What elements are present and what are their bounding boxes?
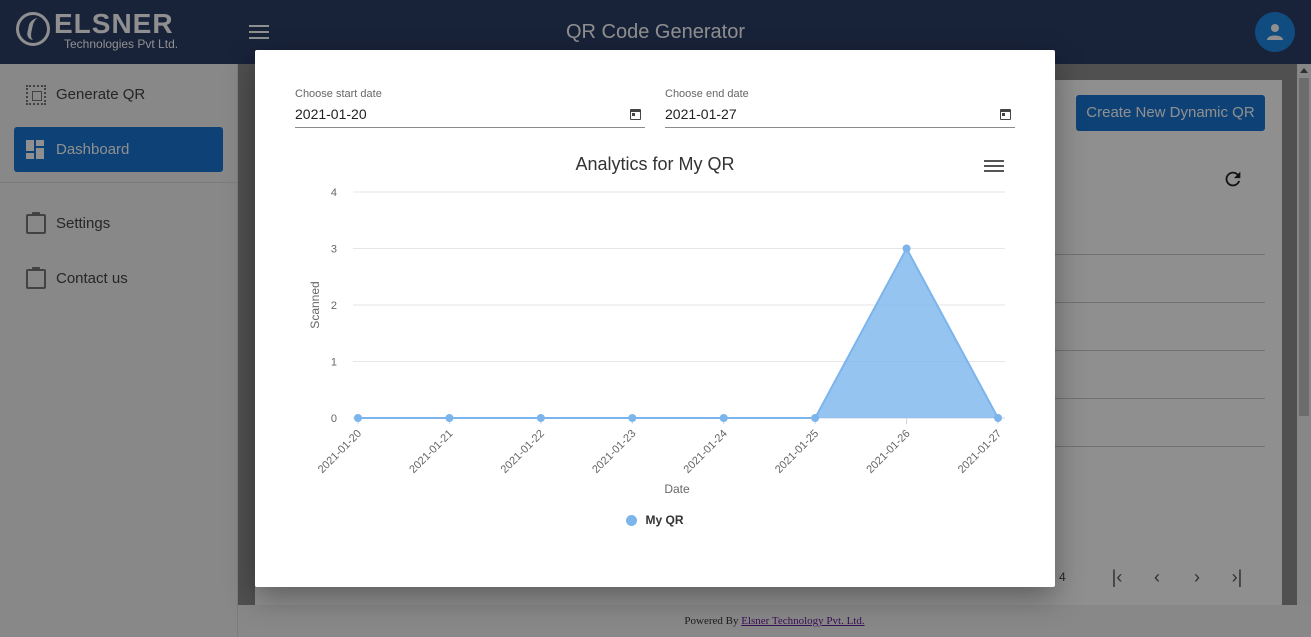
pagination-count: 4 (1059, 570, 1066, 584)
menu-icon[interactable] (246, 22, 272, 44)
calendar-icon[interactable] (1000, 109, 1011, 120)
start-date-field[interactable]: Choose start date 2021-01-20 (295, 88, 645, 128)
x-tick-label: 2021-01-23 (590, 428, 638, 476)
create-dynamic-qr-button[interactable]: Create New Dynamic QR (1076, 95, 1265, 131)
chart-menu-icon[interactable] (984, 160, 1004, 176)
sidebar-divider (0, 182, 238, 183)
data-point (628, 414, 637, 422)
chart-legend-item[interactable]: My QR (255, 513, 1055, 527)
calendar-icon[interactable] (630, 109, 641, 120)
x-tick-label: 2021-01-24 (682, 428, 730, 476)
footer-prefix: Powered By (684, 615, 739, 627)
last-page-icon[interactable]: ›| (1231, 567, 1243, 587)
footer-company-link[interactable]: Elsner Technology Pvt. Ltd. (741, 615, 865, 627)
end-date-label: Choose end date (665, 88, 749, 100)
clipboard-icon (26, 266, 46, 289)
table-row-divider (1055, 398, 1265, 399)
legend-marker (626, 514, 638, 526)
table-row-divider (1055, 302, 1265, 303)
first-page-icon[interactable]: |‹ (1111, 567, 1123, 587)
series-area (358, 248, 998, 418)
chart-title: Analytics for My QR (575, 154, 735, 174)
clipboard-icon (26, 211, 46, 234)
data-point (719, 414, 728, 422)
sidebar-item-label: Dashboard (56, 141, 130, 158)
sidebar-item-settings[interactable]: Settings (14, 201, 223, 246)
next-page-icon[interactable]: › (1194, 567, 1200, 587)
data-point (811, 414, 820, 422)
sidebar: Generate QR Dashboard Settings Contact u… (0, 64, 238, 637)
x-axis-title: Date (664, 482, 690, 496)
logo-mark-icon (16, 12, 50, 46)
table-row-divider (1055, 350, 1265, 351)
logo-name: ELSNER (54, 8, 174, 39)
sidebar-item-contact-us[interactable]: Contact us (14, 256, 223, 301)
company-logo[interactable]: ELSNER Technologies Pvt Ltd. (16, 8, 179, 52)
series-line (358, 246, 999, 419)
scroll-up-icon[interactable] (1300, 68, 1308, 73)
data-point (994, 414, 1002, 422)
y-tick-label: 4 (331, 187, 337, 199)
dashboard-icon (26, 139, 46, 160)
legend-label: My QR (645, 513, 684, 527)
footer: Powered By Elsner Technology Pvt. Ltd. (238, 605, 1311, 637)
data-point (902, 244, 911, 253)
sidebar-item-generate-qr[interactable]: Generate QR (14, 72, 223, 117)
sidebar-item-label: Contact us (56, 270, 128, 287)
x-tick-label: 2021-01-22 (499, 428, 547, 476)
analytics-chart: 0 1 2 3 4 2021-01-20 2021-01-21 2021-01-22 2021-… (308, 187, 1005, 496)
data-point (445, 414, 454, 422)
y-tick-label: 2 (331, 300, 337, 312)
table-row-divider (1055, 446, 1265, 447)
y-axis-title: Scanned (308, 281, 322, 328)
sidebar-item-dashboard[interactable]: Dashboard (14, 127, 223, 172)
start-date-label: Choose start date (295, 88, 382, 100)
y-tick-label: 3 (331, 244, 337, 256)
logo-subtitle: Technologies Pvt Ltd. (64, 37, 179, 51)
previous-page-icon[interactable]: ‹ (1154, 567, 1160, 587)
analytics-modal: Choose start date 2021-01-20 Choose end … (255, 50, 1055, 587)
x-tick-label: 2021-01-21 (407, 428, 455, 476)
start-date-input[interactable]: 2021-01-20 (295, 106, 367, 122)
data-point (354, 414, 362, 422)
table-row-divider (1055, 254, 1265, 255)
end-date-field[interactable]: Choose end date 2021-01-27 (665, 88, 1015, 128)
y-tick-label: 1 (331, 357, 337, 369)
x-tick-label: 2021-01-26 (864, 428, 912, 476)
qr-grid-icon (26, 84, 46, 105)
user-icon (1267, 24, 1283, 40)
x-tick-label: 2021-01-25 (773, 428, 821, 476)
x-tick-label: 2021-01-27 (956, 428, 1004, 476)
x-tick-label: 2021-01-20 (316, 428, 364, 476)
sidebar-item-label: Generate QR (56, 86, 146, 103)
sidebar-item-label: Settings (56, 215, 111, 232)
data-point (536, 414, 545, 422)
y-tick-label: 0 (331, 413, 337, 425)
scrollbar-thumb[interactable] (1299, 78, 1309, 416)
end-date-input[interactable]: 2021-01-27 (665, 106, 737, 122)
user-avatar-button[interactable] (1255, 12, 1295, 52)
